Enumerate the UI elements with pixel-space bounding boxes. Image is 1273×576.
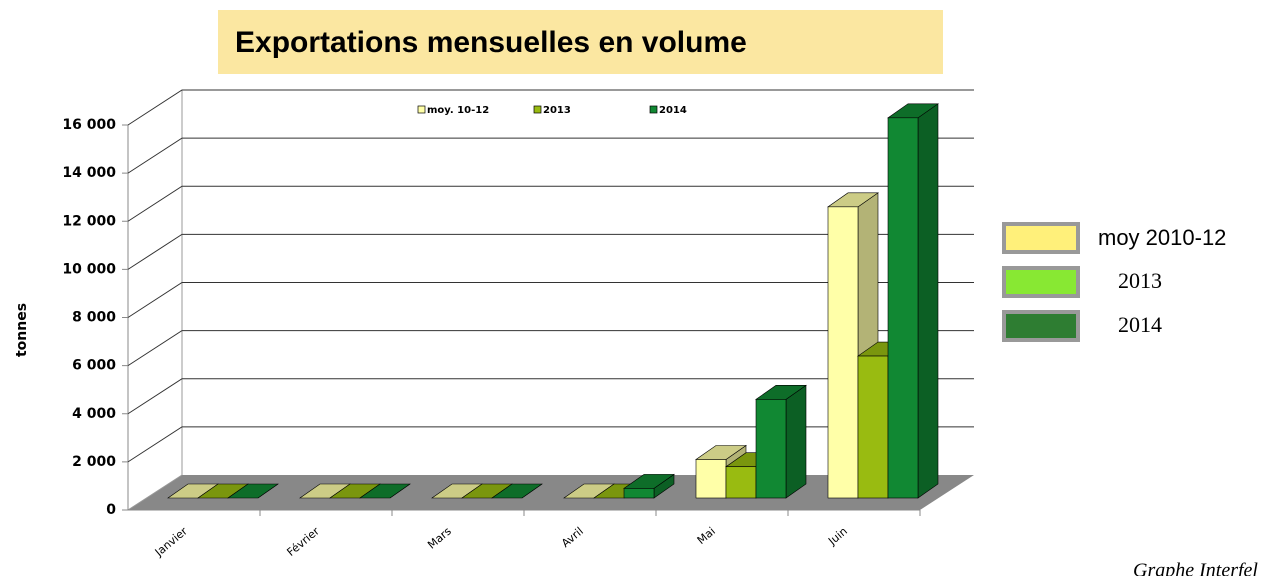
y-tick-label: 16 000 <box>62 117 116 133</box>
legend-swatch <box>417 105 426 114</box>
legend-label: 2014 <box>659 105 687 116</box>
bar-face <box>785 384 807 499</box>
grid-line <box>127 233 974 270</box>
side-legend-swatch <box>1002 266 1080 298</box>
bar <box>491 483 543 499</box>
bar-face <box>359 483 411 499</box>
grid-line <box>127 426 974 463</box>
grid-line <box>127 137 974 174</box>
bar <box>359 483 411 499</box>
y-tick-label: 6 000 <box>72 358 116 374</box>
wall-edge <box>127 474 183 511</box>
side-legend-label: 2013 <box>1118 268 1162 293</box>
bar <box>755 384 807 499</box>
legend-swatch <box>533 105 542 114</box>
x-tick-label: Février <box>284 524 322 559</box>
x-tick-label: Avril <box>559 525 586 550</box>
bar-face <box>827 206 859 499</box>
bar <box>227 483 279 499</box>
source: Graphe Interfel <box>1133 560 1258 576</box>
legend-swatch <box>649 105 658 114</box>
bar-face <box>917 103 939 499</box>
bar-face <box>857 355 889 499</box>
grid-line <box>127 89 974 126</box>
x-tick-label: Mai <box>695 525 718 547</box>
y-tick-label: 0 <box>106 502 116 518</box>
grid-line <box>127 330 974 367</box>
bar-face <box>887 117 919 499</box>
x-tick-label: Juin <box>825 525 850 549</box>
bar-face <box>695 459 727 499</box>
x-tick-label: Janvier <box>152 524 190 559</box>
y-axis-label: tonnes <box>14 303 30 357</box>
grid-line <box>127 282 974 318</box>
bar-face <box>227 483 279 499</box>
legend-label: 2013 <box>543 105 571 116</box>
side-legend-swatch <box>1002 310 1080 342</box>
x-tick-label: Mars <box>425 524 454 551</box>
y-tick-label: 4 000 <box>72 406 116 422</box>
bar-face <box>725 466 757 499</box>
bar <box>623 473 675 499</box>
side-legend-label: 2014 <box>1118 312 1162 337</box>
y-tick-label: 12 000 <box>62 213 116 229</box>
bar-face <box>755 399 787 499</box>
grid-line <box>127 378 974 415</box>
legend-label: moy. 10-12 <box>427 105 489 116</box>
side-legend-swatch <box>1002 222 1080 254</box>
grid-line <box>127 185 974 222</box>
bar-face <box>623 488 655 499</box>
y-tick-label: 10 000 <box>62 261 116 277</box>
y-tick-label: 2 000 <box>72 454 116 470</box>
y-tick-label: 8 000 <box>72 310 116 326</box>
bar-face <box>491 483 543 499</box>
chart-title: Exportations mensuelles en volume <box>235 26 747 59</box>
y-tick-label: 14 000 <box>62 165 116 181</box>
bar <box>887 103 939 499</box>
title-box <box>218 10 943 74</box>
side-legend-label: moy 2010-12 <box>1098 225 1226 250</box>
